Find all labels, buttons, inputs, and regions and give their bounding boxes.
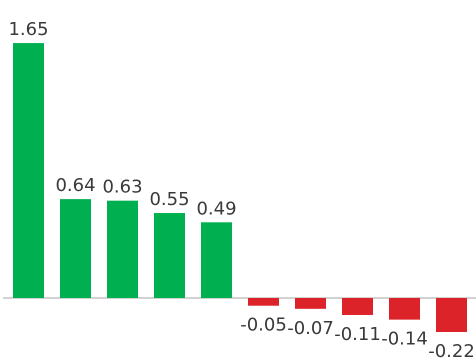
data-label: -0.07 — [287, 318, 334, 339]
bar — [389, 298, 420, 320]
data-label: -0.22 — [428, 341, 475, 362]
bar — [13, 43, 44, 299]
data-label: -0.11 — [334, 324, 381, 345]
bar — [436, 298, 467, 332]
data-label: 0.64 — [55, 175, 95, 196]
bar — [154, 213, 185, 298]
bar — [295, 298, 326, 309]
data-label: -0.05 — [240, 315, 287, 336]
data-label: 1.65 — [8, 19, 48, 40]
data-label: 0.49 — [196, 198, 236, 219]
bar — [342, 298, 373, 315]
bar — [201, 222, 232, 298]
bar — [107, 200, 138, 298]
data-label: 0.63 — [102, 177, 142, 198]
data-label: -0.14 — [381, 329, 428, 350]
bar — [60, 199, 91, 298]
bar — [248, 298, 279, 306]
data-label: 0.55 — [149, 189, 189, 210]
